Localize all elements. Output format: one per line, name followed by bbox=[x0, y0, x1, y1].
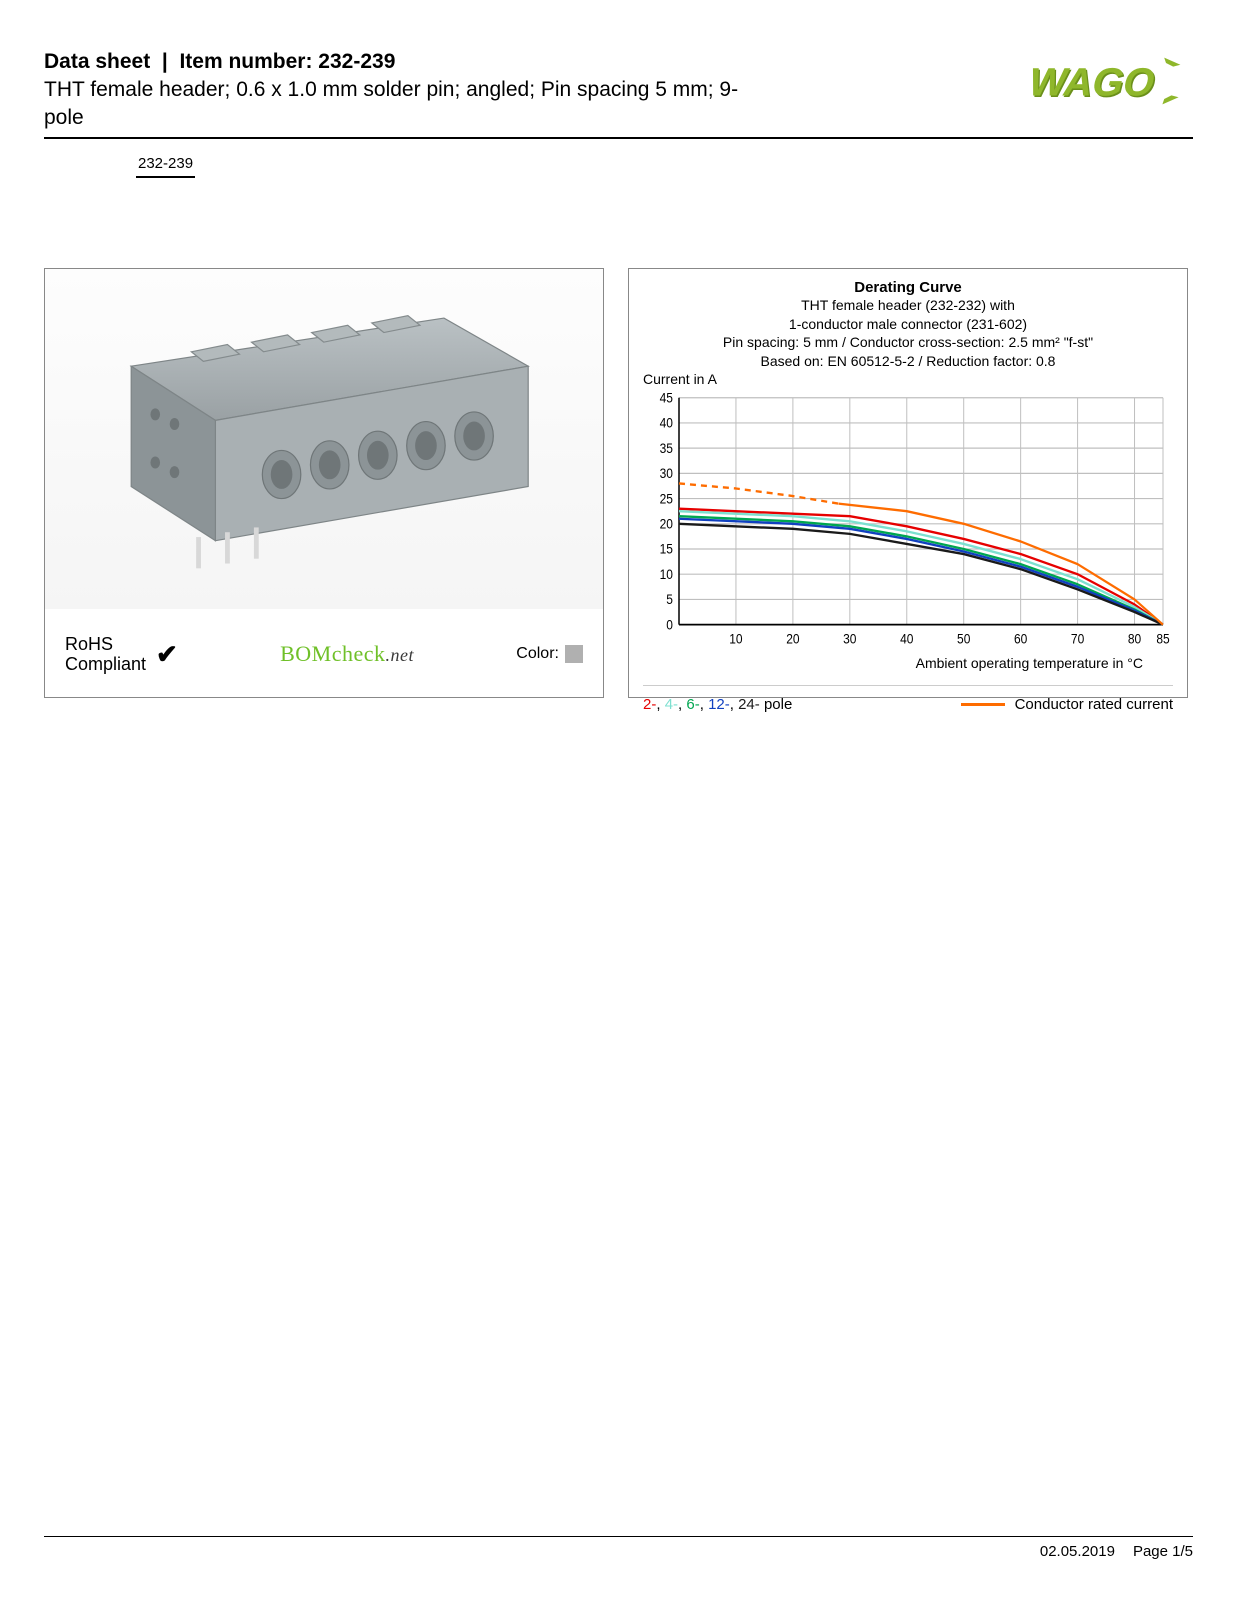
rohs-compliant: RoHS Compliant ✔ bbox=[65, 634, 178, 675]
chart-sub1: THT female header (232-232) with bbox=[643, 296, 1173, 315]
page-footer: 02.05.2019 Page 1/5 bbox=[44, 1536, 1193, 1560]
footer-page: Page 1/5 bbox=[1133, 1543, 1193, 1560]
svg-text:30: 30 bbox=[843, 631, 856, 647]
rohs-line1: RoHS bbox=[65, 634, 146, 655]
svg-text:35: 35 bbox=[660, 440, 673, 456]
page-header: Data sheet | Item number: 232-239 THT fe… bbox=[44, 50, 1193, 139]
rohs-line2: Compliant bbox=[65, 654, 146, 675]
product-panel: RoHS Compliant ✔ BOMcheck.net Color: bbox=[44, 268, 604, 698]
svg-text:40: 40 bbox=[900, 631, 913, 647]
color-label: Color: bbox=[516, 645, 559, 663]
product-description: THT female header; 0.6 x 1.0 mm solder p… bbox=[44, 76, 764, 133]
conductor-line-icon bbox=[961, 703, 1005, 706]
pole-legend: 2-, 4-, 6-, 12-, 24- pole bbox=[643, 696, 792, 713]
footer-date: 02.05.2019 bbox=[1040, 1543, 1115, 1560]
svg-text:70: 70 bbox=[1071, 631, 1084, 647]
svg-text:50: 50 bbox=[957, 631, 970, 647]
chart-sub4: Based on: EN 60512-5-2 / Reduction facto… bbox=[643, 352, 1173, 371]
chart-sub2: 1-conductor male connector (231-602) bbox=[643, 315, 1173, 334]
svg-text:60: 60 bbox=[1014, 631, 1027, 647]
color-swatch bbox=[565, 645, 583, 663]
svg-text:WAGO: WAGO bbox=[1024, 60, 1160, 104]
svg-text:10: 10 bbox=[729, 631, 742, 647]
chart-panel: Derating Curve THT female header (232-23… bbox=[628, 268, 1188, 698]
bomcheck-main: BOMcheck bbox=[280, 641, 385, 666]
compliance-row: RoHS Compliant ✔ BOMcheck.net Color: bbox=[45, 609, 603, 699]
svg-text:15: 15 bbox=[660, 541, 673, 557]
svg-text:20: 20 bbox=[786, 631, 799, 647]
chart-area: 0 5 10 15 20 25 30 35 40 45 10 20 30 40 50 60 70 80 85 bbox=[643, 393, 1173, 653]
conductor-legend-label: Conductor rated current bbox=[1015, 696, 1173, 713]
svg-text:80: 80 bbox=[1128, 631, 1141, 647]
bomcheck-logo: BOMcheck.net bbox=[280, 641, 414, 667]
item-badge[interactable]: 232-239 bbox=[136, 153, 195, 178]
color-indicator: Color: bbox=[516, 645, 583, 663]
svg-text:30: 30 bbox=[660, 465, 673, 481]
ds-label: Data sheet bbox=[44, 50, 150, 73]
check-icon: ✔ bbox=[156, 639, 178, 670]
datasheet-title: Data sheet | Item number: 232-239 bbox=[44, 50, 1013, 74]
svg-text:45: 45 bbox=[660, 393, 673, 406]
main-panels: RoHS Compliant ✔ BOMcheck.net Color: Der… bbox=[44, 268, 1193, 698]
svg-text:20: 20 bbox=[660, 516, 673, 532]
chart-title: Derating Curve bbox=[643, 279, 1173, 296]
chart-sub3: Pin spacing: 5 mm / Conductor cross-sect… bbox=[643, 333, 1173, 352]
svg-text:10: 10 bbox=[660, 566, 673, 582]
chart-xlabel: Ambient operating temperature in °C bbox=[643, 655, 1173, 671]
svg-text:25: 25 bbox=[660, 491, 673, 507]
title-sep: | bbox=[156, 50, 179, 73]
item-badge-row: 232-239 bbox=[44, 147, 1193, 178]
bomcheck-net: .net bbox=[386, 645, 415, 665]
svg-text:5: 5 bbox=[666, 591, 673, 607]
wago-logo: WAGO WAGO bbox=[1013, 50, 1193, 113]
header-text-block: Data sheet | Item number: 232-239 THT fe… bbox=[44, 50, 1013, 133]
svg-text:85: 85 bbox=[1156, 631, 1169, 647]
conductor-legend: Conductor rated current bbox=[961, 696, 1173, 713]
product-render bbox=[45, 269, 603, 609]
rohs-text: RoHS Compliant bbox=[65, 634, 146, 675]
item-number-label: Item number: 232-239 bbox=[179, 50, 395, 73]
svg-text:0: 0 bbox=[666, 617, 673, 633]
chart-ylabel: Current in A bbox=[643, 371, 1173, 387]
svg-text:40: 40 bbox=[660, 415, 673, 431]
chart-legend: 2-, 4-, 6-, 12-, 24- pole Conductor rate… bbox=[643, 685, 1173, 713]
